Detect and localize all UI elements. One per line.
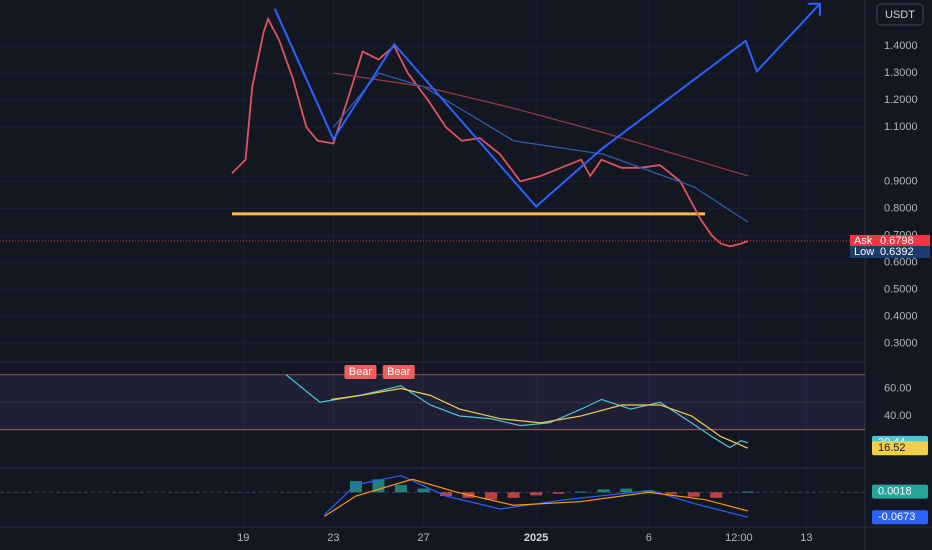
indicator-line	[324, 478, 749, 517]
last-value-box	[872, 441, 928, 456]
annotation-label: Bear	[349, 366, 373, 378]
histogram-bar	[507, 492, 520, 498]
y-tick-label: 0.6000	[884, 256, 918, 268]
y-tick-label: 0.9000	[884, 175, 918, 187]
price-label-box	[850, 234, 930, 247]
histogram-bar	[440, 492, 453, 496]
last-value-box	[872, 484, 928, 499]
pattern-line	[273, 3, 821, 208]
currency-button[interactable]	[876, 3, 924, 26]
pattern-arrow	[807, 2, 821, 16]
histogram-bar	[642, 490, 655, 493]
histogram-bar	[417, 488, 430, 493]
x-tick-label: 2025	[524, 532, 548, 544]
histogram-bar	[552, 492, 565, 494]
histogram-bar	[687, 492, 700, 497]
indicator-line	[285, 374, 749, 449]
histogram-bar	[597, 489, 610, 493]
last-value-box	[872, 510, 928, 525]
histogram-bar	[530, 492, 543, 496]
last-value-label: -0.0673	[878, 511, 915, 523]
annotation-box	[344, 365, 377, 380]
histogram-bar	[710, 492, 723, 498]
price-label-value: 0.6798	[880, 235, 914, 247]
y-tick-label: 1.1000	[884, 121, 918, 133]
currency-label: USDT	[885, 9, 915, 21]
y-tick-label: 0.4000	[884, 311, 918, 323]
histogram-bar	[394, 484, 407, 493]
y-tick-label: 1.3000	[884, 67, 918, 79]
price-line	[231, 16, 749, 248]
y-tick-label: 1.2000	[884, 94, 918, 106]
x-tick-label: 19	[237, 532, 249, 544]
y-tick-label: 1.4000	[884, 40, 918, 52]
last-value-label: 0.0018	[878, 486, 912, 498]
histogram-bar	[575, 491, 588, 493]
x-tick-label: 13	[800, 532, 812, 544]
y-tick-label: 0.8000	[884, 202, 918, 214]
indicator-line	[331, 387, 749, 449]
x-tick-label: 27	[417, 532, 429, 544]
last-value-label: 16.52	[878, 442, 906, 454]
x-tick-label: 23	[327, 532, 339, 544]
price-label-value: 0.6392	[880, 246, 914, 258]
indicator-line	[332, 72, 749, 223]
x-tick-label: 12:00	[725, 532, 753, 544]
price-label-name: Low	[854, 246, 874, 258]
annotation-label: Bear	[387, 366, 411, 378]
indicator-line	[333, 72, 749, 177]
y-tick-label: 60.00	[884, 382, 912, 394]
price-label-box	[850, 245, 930, 258]
indicator-line	[323, 474, 749, 518]
y-tick-label: 40.00	[884, 410, 912, 422]
y-tick-label: 0.3000	[884, 338, 918, 350]
x-tick-label: 6	[646, 532, 652, 544]
y-tick-label: 0.5000	[884, 284, 918, 296]
histogram-bar	[620, 488, 633, 493]
histogram-bar	[485, 492, 498, 500]
histogram-bar	[741, 491, 754, 493]
annotation-box	[382, 365, 415, 380]
histogram-bar	[665, 492, 678, 495]
histogram-bar	[349, 481, 362, 493]
price-label-name: Ask	[854, 235, 873, 247]
